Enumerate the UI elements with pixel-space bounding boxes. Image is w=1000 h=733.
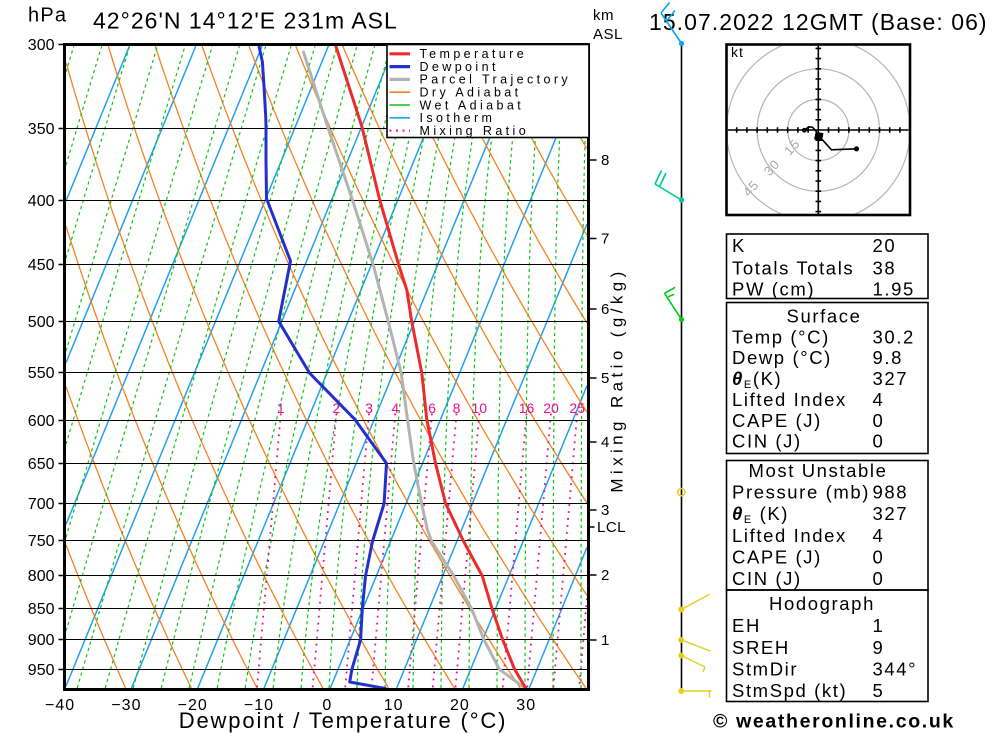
svg-text:20: 20 bbox=[873, 235, 897, 256]
svg-text:2: 2 bbox=[601, 567, 609, 584]
svg-text:327: 327 bbox=[873, 503, 909, 524]
svg-text:500: 500 bbox=[28, 314, 55, 331]
svg-text:4: 4 bbox=[391, 400, 399, 416]
svg-text:ASL: ASL bbox=[593, 26, 623, 43]
svg-text:600: 600 bbox=[28, 413, 55, 430]
svg-text:42°26'N 14°12'E 231m ASL: 42°26'N 14°12'E 231m ASL bbox=[93, 8, 398, 34]
svg-text:Hodograph: Hodograph bbox=[769, 593, 875, 614]
svg-text:−10: −10 bbox=[244, 697, 274, 714]
svg-text:900: 900 bbox=[28, 632, 55, 649]
svg-text:Temperature: Temperature bbox=[420, 47, 528, 61]
svg-text:400: 400 bbox=[28, 193, 55, 210]
svg-text:θE (K): θE (K) bbox=[732, 503, 789, 526]
svg-text:300: 300 bbox=[28, 37, 55, 54]
svg-text:EH: EH bbox=[732, 615, 761, 636]
svg-text:30.2: 30.2 bbox=[873, 326, 915, 347]
svg-text:9.8: 9.8 bbox=[873, 347, 904, 368]
svg-text:Temp (°C): Temp (°C) bbox=[732, 326, 830, 347]
svg-text:Dewpoint / Temperature (°C): Dewpoint / Temperature (°C) bbox=[179, 708, 508, 733]
svg-text:1: 1 bbox=[601, 632, 609, 649]
svg-text:Wet Adiabat: Wet Adiabat bbox=[420, 98, 525, 112]
svg-text:25: 25 bbox=[569, 400, 585, 416]
svg-text:38: 38 bbox=[873, 258, 897, 279]
svg-text:7: 7 bbox=[601, 231, 609, 248]
svg-text:kt: kt bbox=[731, 44, 744, 60]
svg-text:Mixing Ratio (g/kg): Mixing Ratio (g/kg) bbox=[608, 267, 627, 492]
svg-text:20: 20 bbox=[543, 400, 559, 416]
svg-text:Dry Adiabat: Dry Adiabat bbox=[420, 86, 522, 100]
svg-text:SREH: SREH bbox=[732, 637, 790, 658]
svg-text:StmDir: StmDir bbox=[732, 659, 798, 680]
svg-text:0: 0 bbox=[873, 431, 885, 452]
svg-text:© weatheronline.co.uk: © weatheronline.co.uk bbox=[713, 711, 955, 733]
svg-text:Surface: Surface bbox=[787, 305, 862, 326]
svg-text:700: 700 bbox=[28, 496, 55, 513]
svg-text:327: 327 bbox=[873, 368, 909, 389]
svg-text:Isotherm: Isotherm bbox=[420, 111, 496, 125]
svg-text:988: 988 bbox=[873, 481, 909, 502]
svg-text:km: km bbox=[593, 7, 614, 24]
svg-text:StmSpd (kt): StmSpd (kt) bbox=[732, 680, 847, 701]
svg-text:3: 3 bbox=[601, 502, 609, 519]
svg-text:30: 30 bbox=[516, 697, 536, 714]
svg-text:Mixing Ratio: Mixing Ratio bbox=[420, 124, 530, 138]
svg-text:Pressure (mb): Pressure (mb) bbox=[732, 481, 870, 502]
svg-text:2: 2 bbox=[333, 400, 341, 416]
svg-text:15.07.2022 12GMT (Base: 06): 15.07.2022 12GMT (Base: 06) bbox=[649, 9, 988, 35]
svg-text:CAPE (J): CAPE (J) bbox=[732, 410, 822, 431]
svg-text:6: 6 bbox=[428, 400, 436, 416]
svg-text:5: 5 bbox=[873, 680, 885, 701]
svg-text:0: 0 bbox=[873, 547, 885, 568]
svg-text:10: 10 bbox=[384, 697, 404, 714]
svg-text:750: 750 bbox=[28, 533, 55, 550]
svg-text:Lifted Index: Lifted Index bbox=[732, 525, 847, 546]
svg-text:−30: −30 bbox=[111, 697, 141, 714]
svg-text:Parcel Trajectory: Parcel Trajectory bbox=[420, 73, 572, 87]
svg-text:−40: −40 bbox=[45, 697, 75, 714]
svg-text:Dewp (°C): Dewp (°C) bbox=[732, 347, 832, 368]
svg-text:9: 9 bbox=[873, 637, 885, 658]
svg-text:450: 450 bbox=[28, 257, 55, 274]
svg-text:0: 0 bbox=[873, 410, 885, 431]
svg-text:PW (cm): PW (cm) bbox=[732, 279, 815, 300]
svg-text:850: 850 bbox=[28, 601, 55, 618]
svg-text:K: K bbox=[732, 235, 746, 256]
svg-text:3: 3 bbox=[365, 400, 373, 416]
svg-text:8: 8 bbox=[453, 400, 461, 416]
svg-text:650: 650 bbox=[28, 456, 55, 473]
svg-text:Lifted Index: Lifted Index bbox=[732, 389, 847, 410]
svg-text:LCL: LCL bbox=[597, 519, 626, 536]
svg-text:Totals Totals: Totals Totals bbox=[732, 258, 854, 279]
svg-text:350: 350 bbox=[28, 121, 55, 138]
svg-text:1: 1 bbox=[277, 400, 285, 416]
svg-text:1.95: 1.95 bbox=[873, 279, 915, 300]
svg-text:20: 20 bbox=[450, 697, 470, 714]
svg-text:Most Unstable: Most Unstable bbox=[748, 460, 887, 481]
svg-text:CIN (J): CIN (J) bbox=[732, 431, 802, 452]
svg-text:6: 6 bbox=[601, 301, 609, 318]
svg-text:4: 4 bbox=[873, 389, 885, 410]
svg-text:4: 4 bbox=[873, 525, 885, 546]
svg-text:5: 5 bbox=[601, 370, 609, 387]
svg-text:0: 0 bbox=[873, 568, 885, 589]
svg-text:θE(K): θE(K) bbox=[732, 368, 782, 391]
svg-text:1: 1 bbox=[873, 615, 885, 636]
svg-text:8: 8 bbox=[601, 152, 609, 169]
svg-text:4: 4 bbox=[601, 434, 609, 451]
svg-text:550: 550 bbox=[28, 365, 55, 382]
svg-text:800: 800 bbox=[28, 568, 55, 585]
svg-text:CAPE (J): CAPE (J) bbox=[732, 547, 822, 568]
svg-text:CIN (J): CIN (J) bbox=[732, 568, 802, 589]
svg-text:0: 0 bbox=[322, 697, 332, 714]
svg-text:16: 16 bbox=[519, 400, 535, 416]
svg-text:344°: 344° bbox=[873, 659, 918, 680]
svg-text:950: 950 bbox=[28, 662, 55, 679]
svg-text:Dewpoint: Dewpoint bbox=[420, 60, 499, 74]
svg-text:−20: −20 bbox=[178, 697, 208, 714]
svg-text:10: 10 bbox=[472, 400, 488, 416]
svg-text:hPa: hPa bbox=[28, 5, 67, 27]
